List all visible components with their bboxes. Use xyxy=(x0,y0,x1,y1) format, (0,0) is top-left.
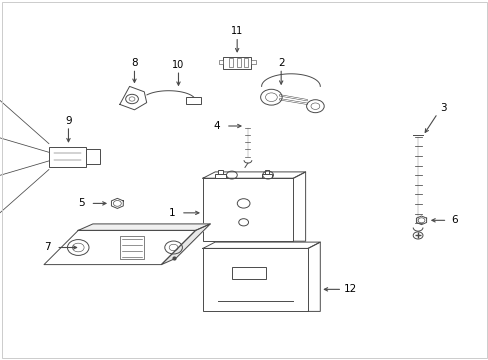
Bar xyxy=(261,174,272,178)
Bar xyxy=(85,149,100,164)
Polygon shape xyxy=(44,230,195,265)
Text: 9: 9 xyxy=(65,116,72,126)
Bar xyxy=(264,170,269,174)
Bar xyxy=(120,235,144,260)
Polygon shape xyxy=(78,224,210,230)
Bar xyxy=(185,97,201,104)
Bar xyxy=(244,58,247,67)
Text: 10: 10 xyxy=(172,60,184,70)
Text: 3: 3 xyxy=(439,103,446,113)
Bar xyxy=(218,170,223,174)
Text: 5: 5 xyxy=(78,198,85,208)
Bar xyxy=(229,58,232,67)
Text: 11: 11 xyxy=(230,26,243,36)
Text: 6: 6 xyxy=(450,215,457,225)
Text: 8: 8 xyxy=(131,58,138,68)
Bar xyxy=(223,57,250,69)
Text: 4: 4 xyxy=(213,121,220,131)
Bar xyxy=(215,174,225,178)
Text: 2: 2 xyxy=(277,58,284,68)
Bar xyxy=(237,58,240,67)
Bar xyxy=(203,248,307,311)
Text: 1: 1 xyxy=(168,208,175,218)
Bar xyxy=(218,60,223,64)
Polygon shape xyxy=(161,224,210,265)
Polygon shape xyxy=(120,86,146,110)
Bar xyxy=(250,60,255,64)
Bar xyxy=(232,267,265,279)
Text: 7: 7 xyxy=(44,243,51,252)
Bar xyxy=(203,178,293,241)
Text: 12: 12 xyxy=(343,284,357,294)
Bar xyxy=(49,147,85,167)
